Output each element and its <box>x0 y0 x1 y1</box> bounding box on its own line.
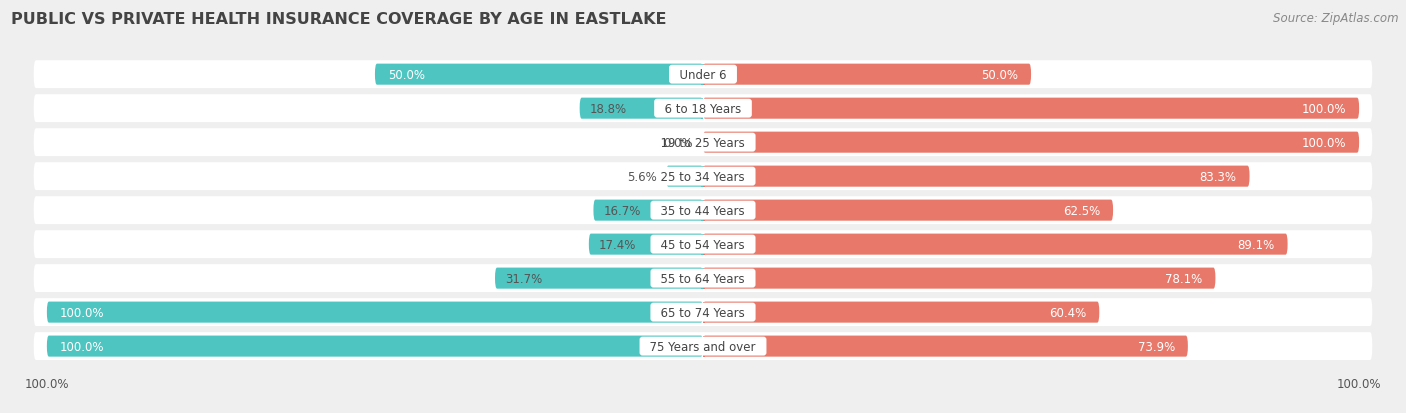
FancyBboxPatch shape <box>375 64 703 85</box>
Text: 73.9%: 73.9% <box>1137 340 1175 353</box>
Text: 16.7%: 16.7% <box>603 204 641 217</box>
Text: 89.1%: 89.1% <box>1237 238 1274 251</box>
Text: 25 to 34 Years: 25 to 34 Years <box>654 170 752 183</box>
FancyBboxPatch shape <box>703 166 1250 187</box>
FancyBboxPatch shape <box>703 302 1099 323</box>
Text: 60.4%: 60.4% <box>1049 306 1087 319</box>
Bar <box>702 234 703 255</box>
Text: 100.0%: 100.0% <box>1302 136 1346 149</box>
Text: 100.0%: 100.0% <box>1302 102 1346 115</box>
FancyBboxPatch shape <box>34 163 1372 191</box>
Text: 50.0%: 50.0% <box>981 69 1018 81</box>
Text: 45 to 54 Years: 45 to 54 Years <box>654 238 752 251</box>
Bar <box>703 268 704 289</box>
FancyBboxPatch shape <box>666 166 703 187</box>
Text: 18.8%: 18.8% <box>589 102 627 115</box>
FancyBboxPatch shape <box>34 332 1372 360</box>
Text: 65 to 74 Years: 65 to 74 Years <box>654 306 752 319</box>
FancyBboxPatch shape <box>34 265 1372 292</box>
Bar <box>703 336 704 357</box>
FancyBboxPatch shape <box>34 299 1372 326</box>
Text: 50.0%: 50.0% <box>388 69 425 81</box>
Text: 100.0%: 100.0% <box>60 340 104 353</box>
Text: 62.5%: 62.5% <box>1063 204 1099 217</box>
Bar <box>702 268 703 289</box>
FancyBboxPatch shape <box>703 268 1215 289</box>
Bar <box>702 200 703 221</box>
FancyBboxPatch shape <box>46 302 703 323</box>
Text: 31.7%: 31.7% <box>505 272 543 285</box>
FancyBboxPatch shape <box>579 98 703 119</box>
FancyBboxPatch shape <box>703 234 1288 255</box>
Bar <box>703 64 704 85</box>
Bar <box>703 200 704 221</box>
Text: Under 6: Under 6 <box>672 69 734 81</box>
FancyBboxPatch shape <box>34 230 1372 259</box>
Text: 17.4%: 17.4% <box>599 238 636 251</box>
Text: 55 to 64 Years: 55 to 64 Years <box>654 272 752 285</box>
FancyBboxPatch shape <box>34 197 1372 225</box>
Text: 6 to 18 Years: 6 to 18 Years <box>657 102 749 115</box>
Bar <box>703 302 704 323</box>
FancyBboxPatch shape <box>703 200 1114 221</box>
Bar <box>702 64 703 85</box>
Text: Source: ZipAtlas.com: Source: ZipAtlas.com <box>1274 12 1399 25</box>
FancyBboxPatch shape <box>703 336 1188 357</box>
FancyBboxPatch shape <box>703 132 1360 153</box>
Text: 100.0%: 100.0% <box>60 306 104 319</box>
Text: 75 Years and over: 75 Years and over <box>643 340 763 353</box>
FancyBboxPatch shape <box>46 336 703 357</box>
Bar <box>702 166 703 187</box>
FancyBboxPatch shape <box>703 64 1031 85</box>
Bar <box>703 234 704 255</box>
Text: 83.3%: 83.3% <box>1199 170 1236 183</box>
FancyBboxPatch shape <box>589 234 703 255</box>
Text: 78.1%: 78.1% <box>1166 272 1202 285</box>
FancyBboxPatch shape <box>495 268 703 289</box>
Text: 19 to 25 Years: 19 to 25 Years <box>654 136 752 149</box>
FancyBboxPatch shape <box>34 95 1372 123</box>
Bar <box>702 98 703 119</box>
Text: 5.6%: 5.6% <box>627 170 657 183</box>
FancyBboxPatch shape <box>593 200 703 221</box>
FancyBboxPatch shape <box>34 129 1372 157</box>
FancyBboxPatch shape <box>703 98 1360 119</box>
FancyBboxPatch shape <box>34 61 1372 89</box>
Text: 35 to 44 Years: 35 to 44 Years <box>654 204 752 217</box>
Text: PUBLIC VS PRIVATE HEALTH INSURANCE COVERAGE BY AGE IN EASTLAKE: PUBLIC VS PRIVATE HEALTH INSURANCE COVER… <box>11 12 666 27</box>
Text: 0.0%: 0.0% <box>664 136 693 149</box>
Bar <box>703 166 704 187</box>
